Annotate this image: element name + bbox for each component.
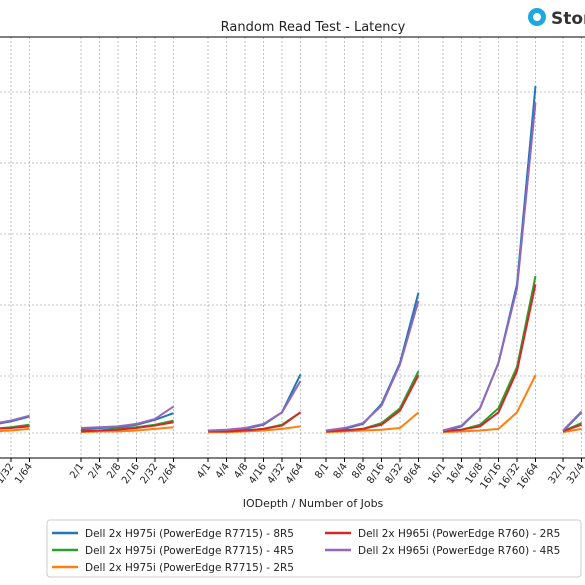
legend-entry: Dell 2x H975i (PowerEdge R7715) - 8R5 bbox=[85, 528, 294, 540]
series-line bbox=[207, 380, 302, 432]
brand-text: Stor bbox=[551, 9, 585, 29]
legend-entry: Dell 2x H975i (PowerEdge R7715) - 2R5 bbox=[85, 562, 294, 574]
legend-box bbox=[46, 519, 582, 578]
x-tick-label: 2/1 bbox=[68, 461, 86, 480]
grid bbox=[0, 37, 585, 458]
x-tick-label: 2/4 bbox=[87, 461, 105, 480]
axes bbox=[0, 36, 585, 459]
x-tick-label: 32/4 bbox=[565, 461, 585, 486]
x-tick-label: 16/4 bbox=[445, 461, 467, 486]
x-tick-label: 2/32 bbox=[139, 461, 161, 486]
series-line bbox=[325, 300, 420, 432]
x-tick-label: 8/4 bbox=[332, 461, 350, 480]
series-line bbox=[442, 374, 537, 434]
legend: Dell 2x H975i (PowerEdge R7715) - 8R5 Del… bbox=[46, 519, 582, 578]
chart-title: Random Read Test - Latency bbox=[221, 20, 406, 35]
series-line bbox=[442, 284, 537, 433]
series-line bbox=[0, 414, 30, 424]
x-tick-label: 4/64 bbox=[284, 461, 306, 486]
series-line bbox=[208, 411, 302, 433]
x-tick-label: 8/64 bbox=[402, 461, 424, 486]
x-tick-label: 1/64 bbox=[13, 461, 35, 486]
legend-entry: Dell 2x H975i (PowerEdge R7715) - 4R5 bbox=[85, 545, 294, 557]
series-line bbox=[562, 427, 582, 434]
x-tick-label: 4/32 bbox=[266, 461, 288, 486]
series-line bbox=[325, 374, 420, 433]
series-lines bbox=[0, 85, 583, 434]
series-line bbox=[562, 410, 583, 432]
x-tick-label: 8/1 bbox=[313, 461, 331, 480]
legend-entry: Dell 2x H965i (PowerEdge R760) - 2R5 bbox=[358, 528, 560, 540]
series-line bbox=[442, 85, 537, 433]
x-tick-label: 4/1 bbox=[195, 461, 213, 480]
x-tick-label: 8/32 bbox=[384, 461, 406, 486]
brand-logo: Stor bbox=[528, 8, 585, 29]
x-axis-label: IODepth / Number of Jobs bbox=[243, 497, 384, 510]
x-tick-label: 4/16 bbox=[247, 461, 269, 486]
series-line bbox=[80, 405, 175, 430]
series-line bbox=[80, 421, 174, 433]
x-tick-label: 32/1 bbox=[547, 461, 569, 486]
series-line bbox=[562, 423, 582, 433]
series-line bbox=[0, 425, 30, 430]
x-tick-label: 1/32 bbox=[0, 461, 16, 486]
x-tick-label: 4/4 bbox=[214, 461, 232, 480]
x-tick-label: 8/16 bbox=[365, 461, 387, 486]
legend-entry: Dell 2x H965i (PowerEdge R760) - 4R5 bbox=[358, 545, 560, 557]
x-tick-label: 2/64 bbox=[157, 461, 179, 486]
brand-icon-inner bbox=[533, 13, 541, 21]
x-tick-label: 16/1 bbox=[427, 461, 449, 486]
series-line bbox=[325, 292, 420, 433]
x-tick-labels: 1/81/161/321/642/12/42/82/162/322/644/14… bbox=[0, 458, 585, 491]
series-line bbox=[0, 427, 30, 433]
x-tick-label: 2/16 bbox=[120, 461, 142, 486]
series-line bbox=[442, 102, 537, 432]
